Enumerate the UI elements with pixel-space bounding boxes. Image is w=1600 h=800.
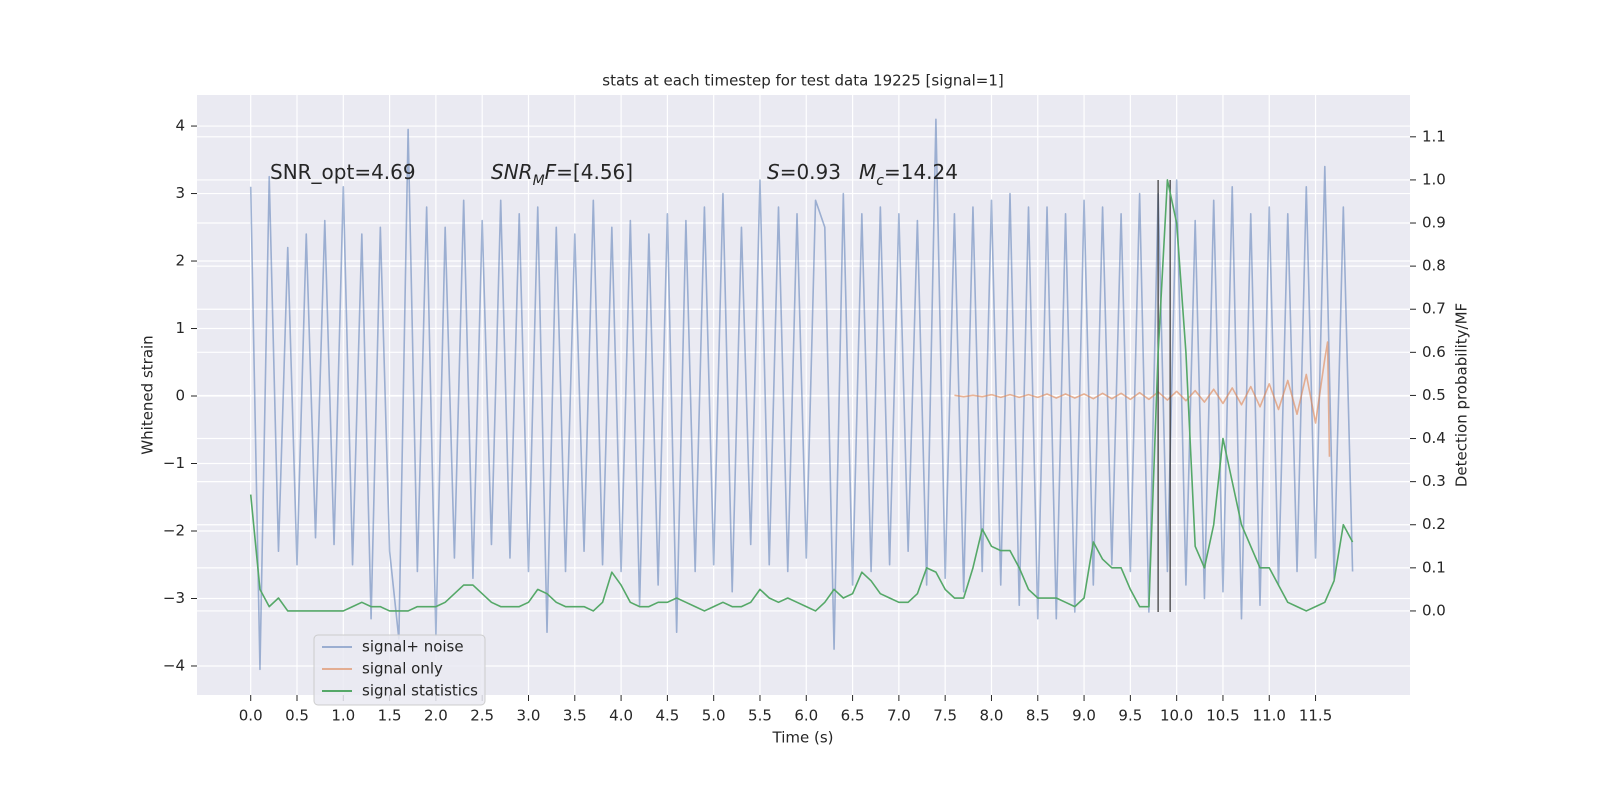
x-tick-label: 8.0: [980, 707, 1004, 725]
x-tick-label: 11.0: [1253, 707, 1286, 725]
y2-tick-label: 0.5: [1422, 386, 1446, 404]
y2-tick-label: 0.4: [1422, 429, 1446, 447]
y-tick-label: −2: [163, 521, 185, 539]
annotation: Mc=14.24: [859, 160, 958, 190]
y-axis-label: Whitened strain: [139, 335, 157, 454]
y-tick-label: −4: [163, 656, 185, 674]
x-tick-label: 0.5: [285, 707, 309, 725]
x-tick-label: 8.5: [1026, 707, 1050, 725]
y-tick-label: 2: [175, 252, 185, 270]
y-tick-label: 4: [175, 117, 185, 135]
x-tick-label: 0.0: [239, 707, 263, 725]
x-tick-label: 10.5: [1206, 707, 1239, 725]
y2-tick-label: 0.6: [1422, 343, 1446, 361]
y2-tick-label: 0.8: [1422, 257, 1446, 275]
annotation-part: M: [859, 160, 876, 184]
x-tick-label: 11.5: [1299, 707, 1332, 725]
x-tick-label: 3.0: [517, 707, 541, 725]
y2-tick-label: 0.7: [1422, 300, 1446, 318]
y-tick-label: −3: [163, 589, 185, 607]
y-tick-label: 1: [175, 319, 185, 337]
x-tick-label: 5.0: [702, 707, 726, 725]
x-tick-label: 2.0: [424, 707, 448, 725]
annotation: S=0.93: [767, 160, 841, 184]
x-tick-label: 2.5: [470, 707, 494, 725]
x-tick-label: 1.5: [378, 707, 402, 725]
x-tick-label: 10.0: [1160, 707, 1193, 725]
legend-label: signal statistics: [362, 682, 478, 700]
x-tick-label: 7.0: [887, 707, 911, 725]
annotation-part: SNR_opt=4.69: [270, 160, 416, 184]
x-tick-label: 1.0: [331, 707, 355, 725]
annotation-part: c: [876, 173, 884, 189]
y2-tick-label: 0.0: [1422, 601, 1446, 619]
x-tick-label: 9.5: [1118, 707, 1142, 725]
y2-tick-label: 1.1: [1422, 127, 1446, 145]
x-axis-label: Time (s): [772, 729, 834, 747]
chart-title: stats at each timestep for test data 192…: [602, 72, 1003, 90]
x-tick-label: 4.5: [655, 707, 679, 725]
y2-axis-label: Detection probability/MF: [1453, 303, 1471, 487]
series-line: [249, 179, 1354, 612]
x-tick-label: 6.5: [841, 707, 865, 725]
annotation-part: =0.93: [780, 160, 841, 184]
y-tick-label: 3: [175, 184, 185, 202]
annotation-part: S: [767, 160, 780, 184]
annotation: SNR_opt=4.69: [270, 160, 416, 184]
annotation-part: M: [533, 173, 545, 189]
y2-tick-label: 0.2: [1422, 515, 1446, 533]
annotation: SNRMF=[4.56]: [491, 160, 633, 190]
y2-tick-label: 0.9: [1422, 214, 1446, 232]
y2-tick-label: 0.1: [1422, 558, 1446, 576]
annotation-part: F: [545, 160, 557, 184]
y-tick-label: 0: [175, 387, 185, 405]
y-tick-label: −1: [163, 454, 185, 472]
x-tick-label: 7.5: [933, 707, 957, 725]
x-tick-label: 9.0: [1072, 707, 1096, 725]
y2-tick-label: 0.3: [1422, 472, 1446, 490]
x-tick-label: 3.5: [563, 707, 587, 725]
x-tick-label: 5.5: [748, 707, 772, 725]
x-tick-label: 6.0: [794, 707, 818, 725]
legend-box: [313, 634, 486, 706]
annotation-part: SNR: [491, 160, 533, 184]
annotation-part: =[4.56]: [556, 160, 633, 184]
y2-tick-label: 1.0: [1422, 170, 1446, 188]
legend-label: signal+ noise: [362, 638, 464, 656]
series-line: [249, 118, 1354, 671]
legend-label: signal only: [362, 660, 443, 678]
series-line: [954, 341, 1331, 457]
annotation-part: =14.24: [884, 160, 958, 184]
x-tick-label: 4.0: [609, 707, 633, 725]
